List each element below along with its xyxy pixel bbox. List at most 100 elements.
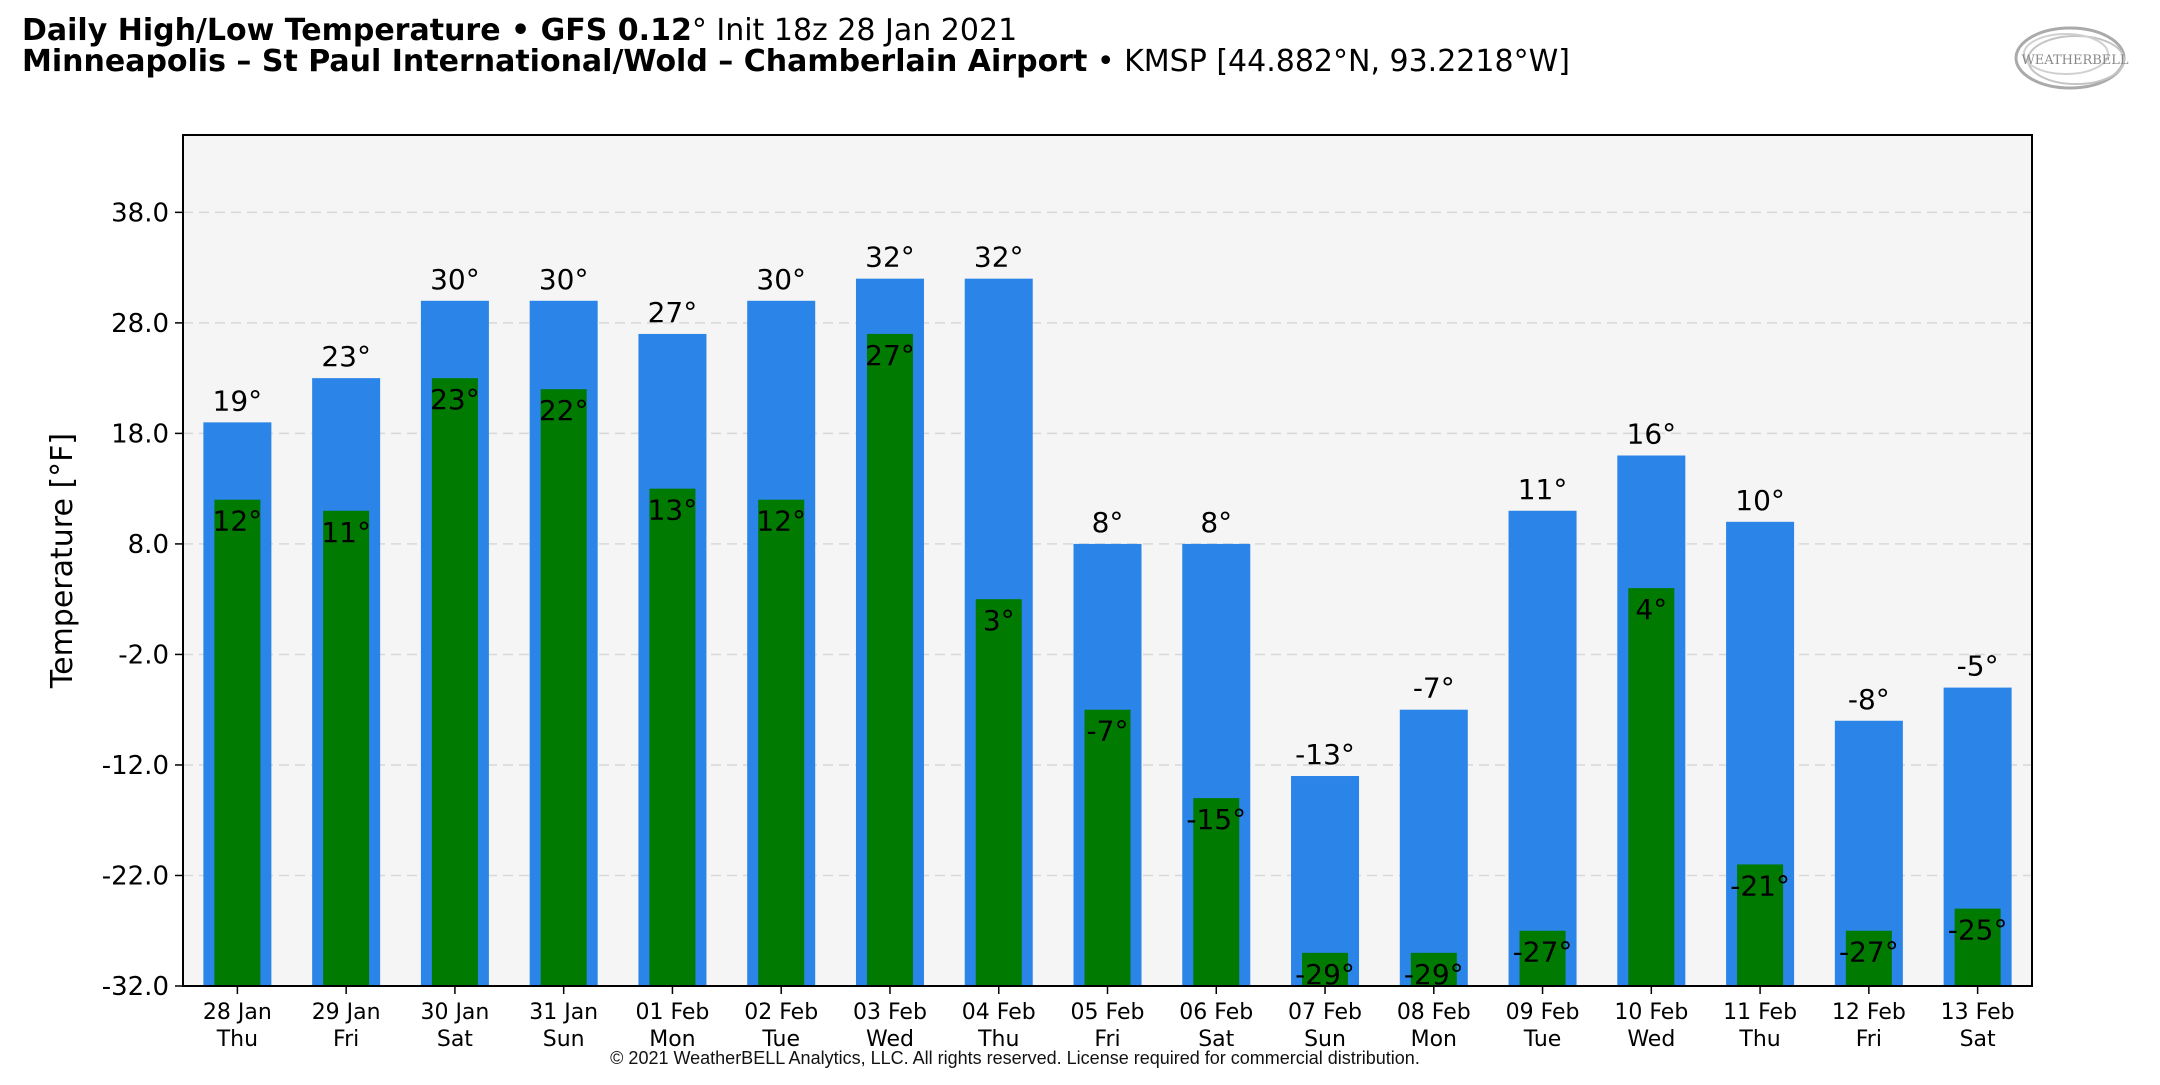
high-bar: [1291, 776, 1360, 986]
x-tick-day: Fri: [333, 1027, 359, 1052]
weatherbell-logo-icon: WEATHERBELL: [2014, 26, 2129, 90]
low-bar: [1084, 709, 1131, 986]
x-tick-date: 02 Feb: [744, 1000, 818, 1025]
y-tick-label: -2.0: [118, 640, 169, 670]
x-tick-date: 28 Jan: [203, 1000, 272, 1025]
x-tick-date: 07 Feb: [1288, 1000, 1362, 1025]
low-value-label: 27°: [865, 339, 915, 372]
x-tick-day: Wed: [866, 1027, 914, 1052]
low-value-label: 12°: [756, 505, 806, 538]
x-tick-date: 04 Feb: [962, 1000, 1036, 1025]
high-value-label: 32°: [865, 241, 915, 274]
high-value-label: 30°: [756, 263, 806, 296]
x-tick-date: 10 Feb: [1614, 1000, 1688, 1025]
x-tick-day: Fri: [1094, 1027, 1120, 1052]
low-value-label: 3°: [983, 604, 1015, 637]
x-tick-day: Wed: [1627, 1027, 1675, 1052]
y-tick-label: 38.0: [111, 198, 169, 228]
x-tick-date: 05 Feb: [1071, 1000, 1145, 1025]
low-value-label: -25°: [1948, 914, 2008, 947]
high-value-label: 30°: [539, 263, 589, 296]
high-value-label: 27°: [648, 296, 698, 329]
low-bar: [1410, 952, 1457, 986]
low-value-label: 13°: [648, 494, 698, 527]
station-name: Minneapolis – St Paul International/Wold…: [22, 44, 1088, 79]
x-tick-date: 01 Feb: [635, 1000, 709, 1025]
low-bar: [1302, 952, 1349, 986]
low-value-label: 12°: [213, 505, 263, 538]
chart-title: Daily High/Low Temperature • GFS 0.12° I…: [22, 14, 1017, 48]
x-tick-date: 03 Feb: [853, 1000, 927, 1025]
low-bar: [758, 499, 805, 986]
low-bar: [1737, 864, 1784, 986]
low-bar: [1954, 908, 2001, 986]
low-value-label: -27°: [1839, 936, 1899, 969]
x-tick-date: 12 Feb: [1832, 1000, 1906, 1025]
low-bar: [649, 488, 696, 986]
station-code-coords: • KMSP [44.882°N, 93.2218°W]: [1087, 44, 1570, 79]
low-bar: [866, 333, 913, 986]
y-tick-label: 8.0: [128, 530, 169, 560]
low-bar: [540, 389, 587, 986]
low-bar: [1845, 930, 1892, 986]
x-tick-date: 09 Feb: [1506, 1000, 1580, 1025]
svg-text:WEATHERBELL: WEATHERBELL: [2021, 53, 2128, 68]
low-value-label: 11°: [321, 516, 371, 549]
high-value-label: -5°: [1957, 650, 1999, 683]
low-value-label: -15°: [1186, 803, 1246, 836]
plot-frame: [182, 134, 2033, 987]
x-tick-day: Thu: [977, 1027, 1019, 1052]
x-tick-day: Mon: [1411, 1027, 1457, 1052]
high-value-label: 23°: [321, 340, 371, 373]
x-tick-date: 08 Feb: [1397, 1000, 1471, 1025]
x-tick-day: Sun: [543, 1027, 585, 1052]
high-value-label: 8°: [1200, 506, 1232, 539]
low-value-label: -27°: [1513, 936, 1573, 969]
x-tick-day: Tue: [1523, 1027, 1562, 1052]
chart-title-model: Daily High/Low Temperature • GFS 0.12: [22, 13, 692, 48]
y-tick-label: -22.0: [102, 861, 169, 891]
low-value-label: 4°: [1635, 593, 1667, 626]
y-tick-label: -32.0: [102, 972, 169, 1002]
high-value-label: -13°: [1295, 738, 1355, 771]
x-tick-date: 29 Jan: [312, 1000, 381, 1025]
x-tick-day: Sun: [1304, 1027, 1346, 1052]
low-value-label: 22°: [539, 394, 589, 427]
degree-symbol: °: [691, 13, 707, 48]
x-tick-date: 31 Jan: [529, 1000, 598, 1025]
low-value-label: 23°: [430, 383, 480, 416]
low-bar: [323, 510, 370, 986]
high-bar: [1508, 510, 1577, 986]
high-value-label: 16°: [1627, 418, 1677, 451]
low-value-label: -7°: [1087, 715, 1129, 748]
high-value-label: 19°: [213, 384, 263, 417]
x-tick-day: Mon: [649, 1027, 695, 1052]
x-tick-day: Thu: [216, 1027, 258, 1052]
y-tick-label: 18.0: [111, 419, 169, 449]
low-bar: [1193, 798, 1240, 986]
high-value-label: -7°: [1413, 672, 1455, 705]
high-value-label: 32°: [974, 241, 1024, 274]
x-tick-date: 30 Jan: [420, 1000, 489, 1025]
x-tick-date: 06 Feb: [1179, 1000, 1253, 1025]
x-tick-date: 11 Feb: [1723, 1000, 1797, 1025]
high-value-label: 8°: [1092, 506, 1124, 539]
high-value-label: 30°: [430, 263, 480, 296]
copyright-notice: © 2021 WeatherBELL Analytics, LLC. All r…: [610, 1048, 1420, 1068]
x-tick-day: Thu: [1738, 1027, 1780, 1052]
high-value-label: -8°: [1848, 683, 1890, 716]
y-axis-label: Temperature [°F]: [45, 433, 80, 689]
x-tick-day: Tue: [761, 1027, 800, 1052]
chart-title-init: Init 18z 28 Jan 2021: [706, 13, 1018, 48]
low-bar: [975, 599, 1022, 986]
x-tick-day: Sat: [1960, 1027, 1996, 1052]
low-bar: [1628, 588, 1675, 986]
low-bar: [214, 499, 261, 986]
y-tick-label: -12.0: [102, 751, 169, 781]
low-bar: [1519, 930, 1566, 986]
x-tick-date: 13 Feb: [1941, 1000, 2015, 1025]
station-title: Minneapolis – St Paul International/Wold…: [22, 45, 1570, 79]
low-bar: [431, 378, 478, 987]
high-value-label: 11°: [1518, 473, 1568, 506]
